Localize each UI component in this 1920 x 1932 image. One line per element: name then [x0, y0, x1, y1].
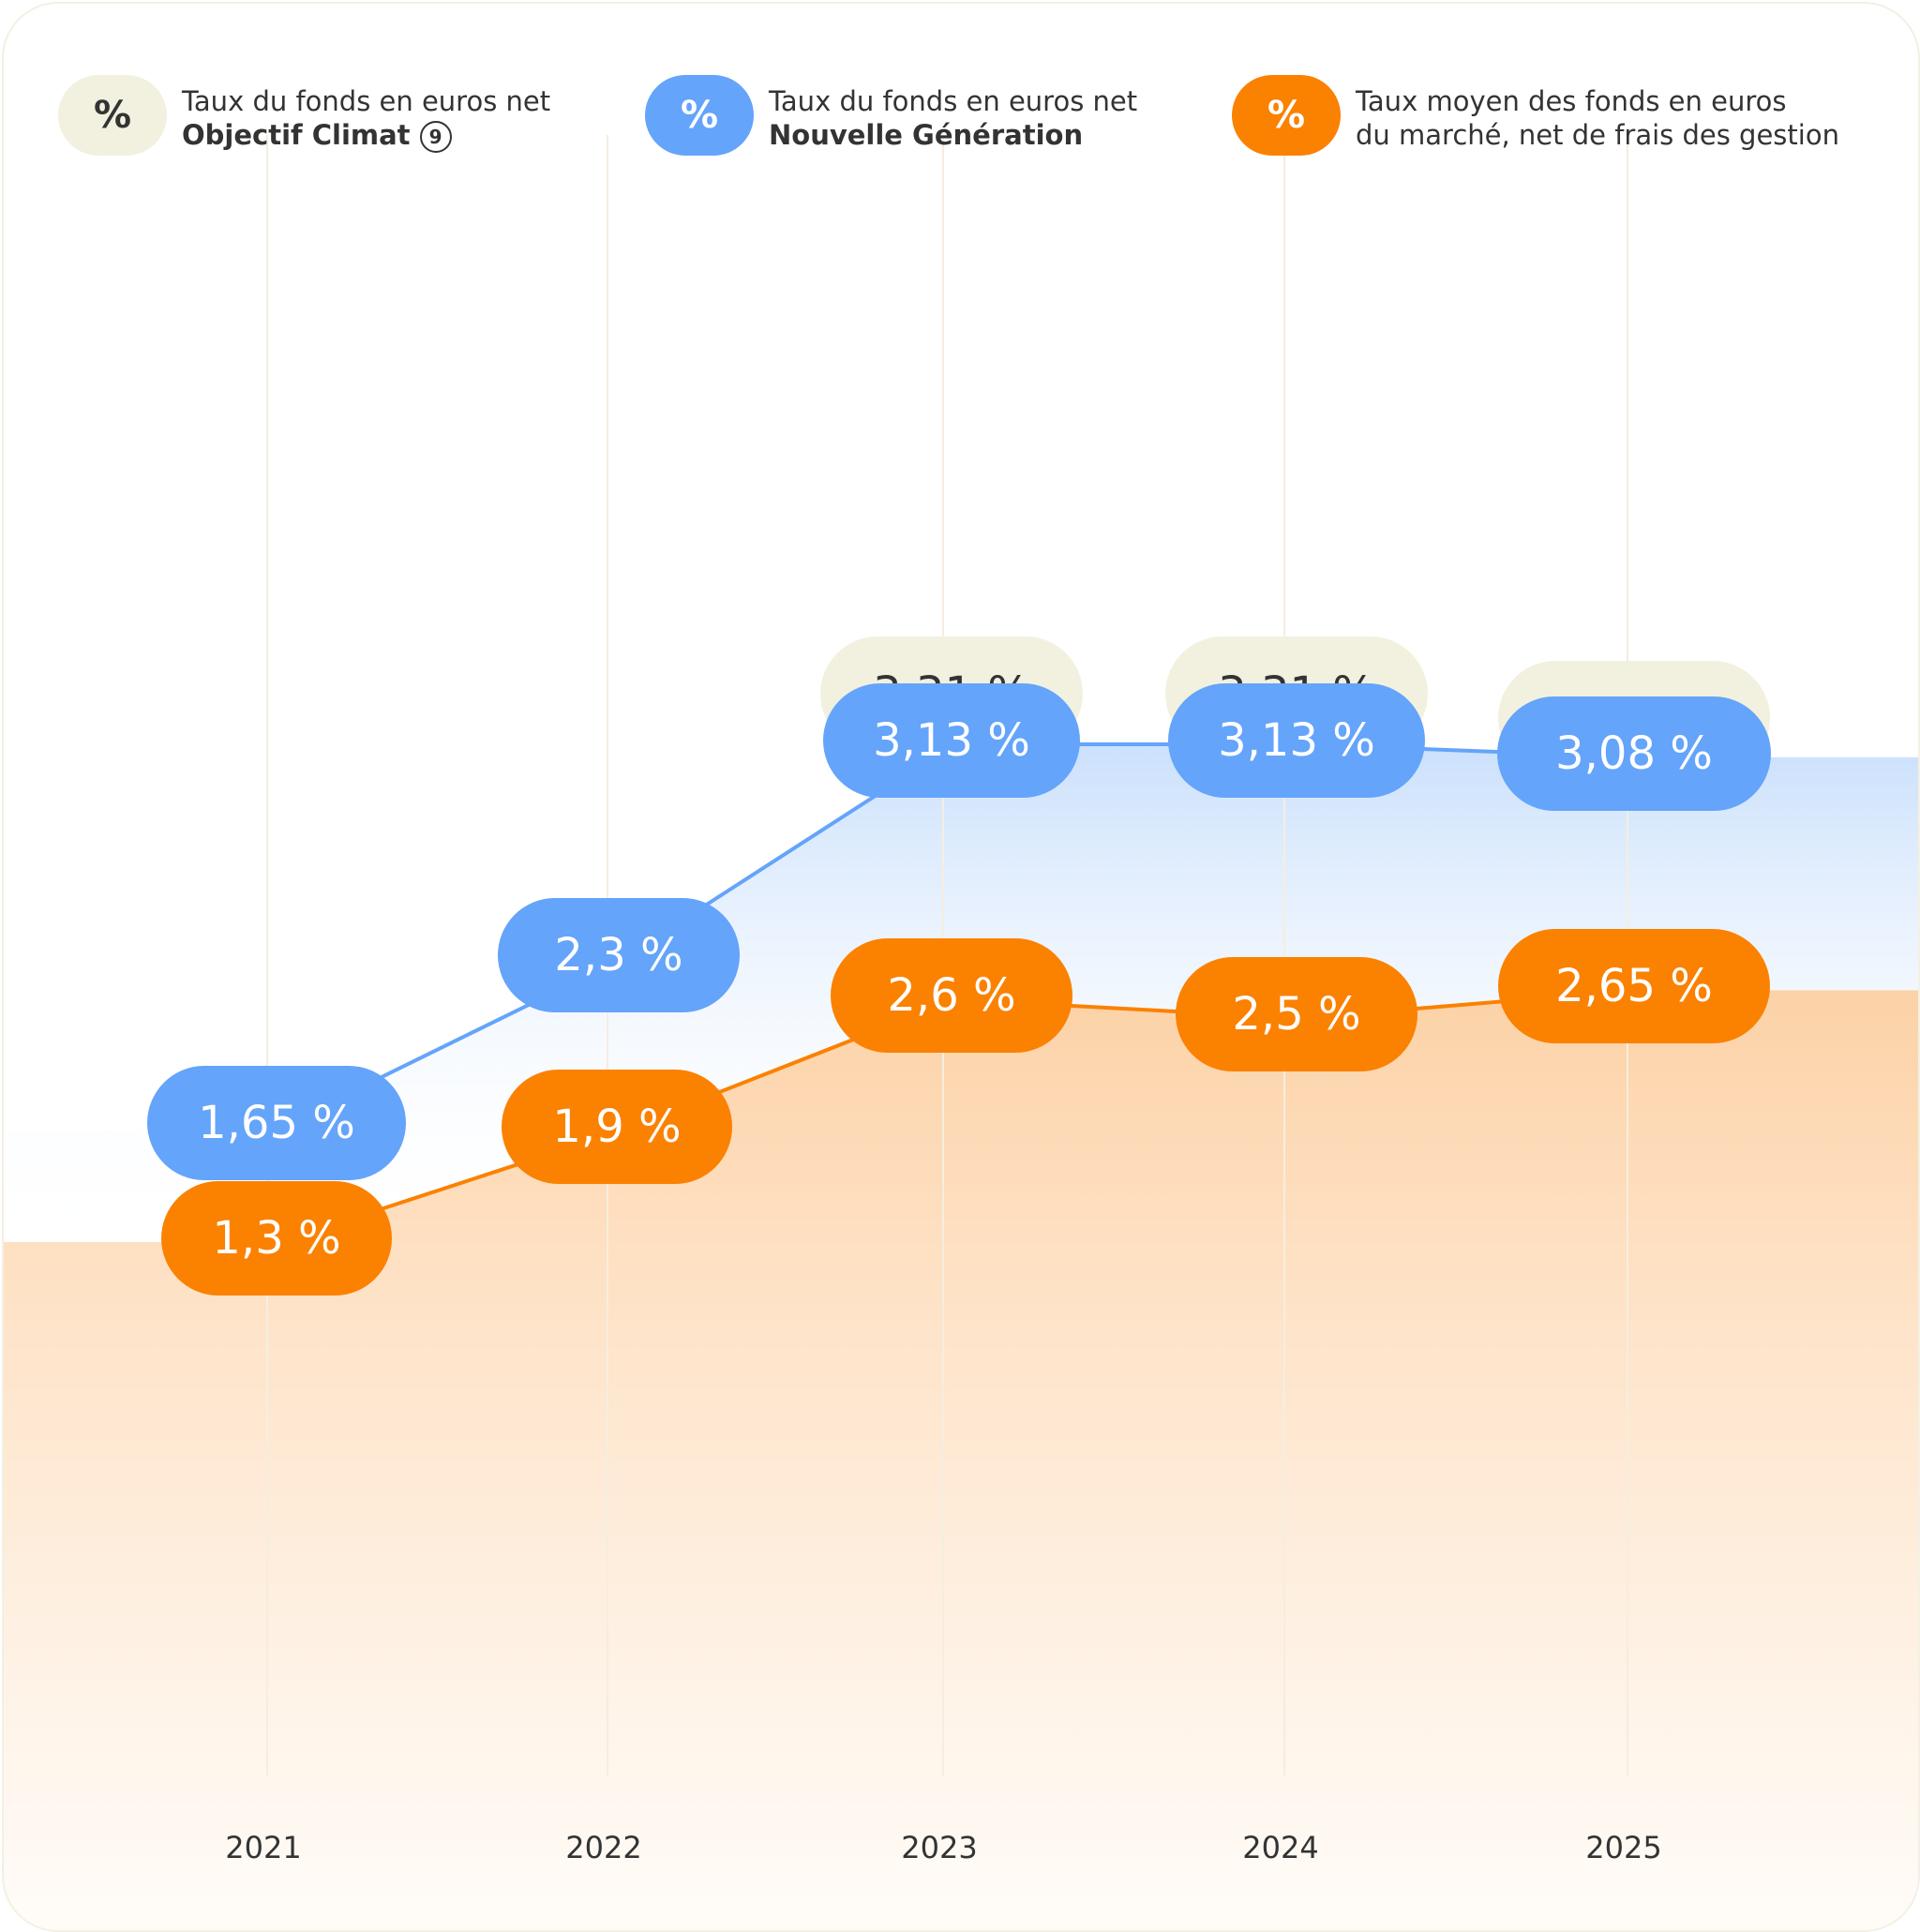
orange-area [4, 990, 1918, 1930]
value-label: 1,65 % [147, 1066, 406, 1180]
x-tick-label: 2021 [225, 1830, 302, 1865]
article-9-badge-icon: 9 [419, 121, 452, 153]
x-tick-label: 2025 [1585, 1830, 1662, 1865]
x-tick-label: 2022 [565, 1830, 642, 1865]
value-label: 2,5 % [1176, 957, 1418, 1072]
value-label: 3,13 % [823, 682, 1080, 798]
legend-line2: Nouvelle Génération [769, 119, 1084, 151]
x-tick-label: 2023 [901, 1830, 978, 1865]
x-tick-label: 2024 [1242, 1830, 1319, 1865]
legend-line1: Taux moyen des fonds en euros [1356, 85, 1787, 117]
legend-swatch-objectif-climat: % [58, 75, 167, 156]
legend-line1: Taux du fonds en euros net [182, 85, 551, 117]
value-label: 2,65 % [1498, 929, 1770, 1044]
legend-label: Taux du fonds en euros net Objectif Clim… [182, 84, 550, 153]
value-label: 2,6 % [831, 938, 1072, 1054]
value-label: 3,13 % [1168, 682, 1425, 798]
legend-label: Taux moyen des fonds en euros du marché,… [1356, 84, 1839, 152]
value-label: 3,08 % [1497, 696, 1771, 811]
value-label: 1,9 % [502, 1069, 732, 1184]
legend-line1: Taux du fonds en euros net [769, 85, 1138, 117]
legend-line2: Objectif Climat [182, 119, 411, 151]
legend-swatch-marche: % [1232, 75, 1341, 156]
legend-label: Taux du fonds en euros net Nouvelle Géné… [769, 84, 1137, 152]
legend-swatch-nouvelle-generation: % [645, 75, 754, 156]
value-label: 1,3 % [161, 1181, 392, 1295]
legend-line2: du marché, net de frais des gestion [1356, 119, 1839, 151]
value-label: 2,3 % [498, 897, 740, 1012]
